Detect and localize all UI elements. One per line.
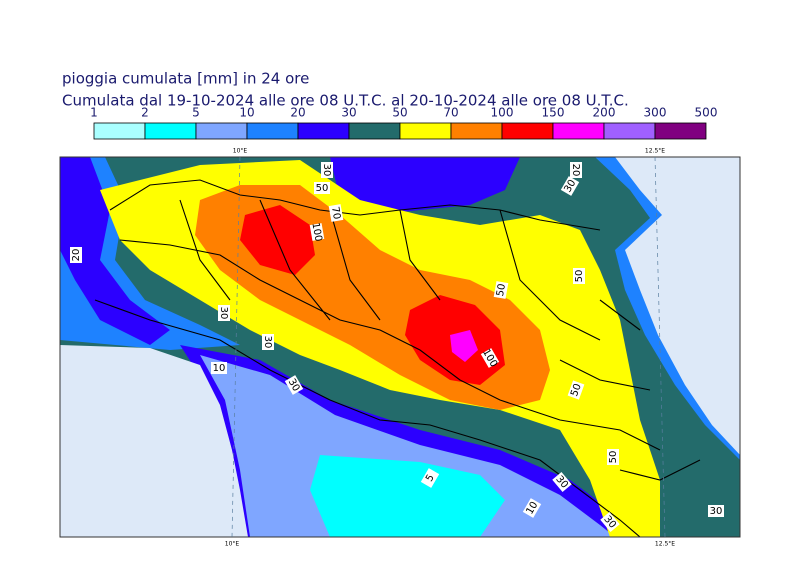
contour-label-text: 30 (321, 164, 332, 177)
colorbar-label: 10 (239, 106, 254, 120)
contour-label-text: 10 (213, 363, 226, 374)
contour-label-text: 50 (495, 283, 508, 297)
area (450, 330, 478, 362)
contour-label-text: 30 (710, 506, 723, 517)
contour-label-text: 50 (574, 270, 585, 283)
colorbar-label: 50 (392, 106, 407, 120)
sea (615, 157, 740, 455)
sea (60, 345, 248, 537)
colorbar-label: 30 (341, 106, 356, 120)
contour-label-bg (607, 449, 619, 465)
contour-label-text: 20 (71, 249, 82, 262)
contour-label-bg (70, 247, 82, 263)
contour-label-bg (284, 375, 304, 395)
lon-label-bottom: 10°E (225, 541, 240, 548)
contour-label-bg (552, 472, 572, 492)
colorbar-label: 200 (593, 106, 616, 120)
colorbar: 1 2 5 10 20 30 50 70 100 150 200 300 500 (90, 106, 717, 140)
contour-label-text: 50 (608, 451, 619, 464)
colorbar-label: 1 (90, 106, 98, 120)
contour-label: 10 (211, 362, 227, 374)
contour-label-bg (211, 362, 227, 374)
colorbar-label: 70 (443, 106, 458, 120)
colorbar-label: 500 (695, 106, 718, 120)
contour-label-bg (522, 498, 542, 518)
contour-label-text: 50 (316, 183, 329, 194)
colorbar-label: 300 (644, 106, 667, 120)
color-segment (297, 122, 350, 140)
contour-label-text: 30 (262, 336, 273, 349)
contour-label-bg (708, 505, 724, 517)
subtitle: Cumulata dal 19-10-2024 alle ore 08 U.T.… (62, 92, 629, 110)
contour-label-bg (218, 305, 230, 321)
lon-label-top: 12.5°E (645, 148, 665, 155)
color-segment (246, 122, 299, 140)
lon-label-bottom: 12.5°E (655, 541, 675, 548)
contour-label-bg (600, 512, 620, 532)
contour-label-bg (480, 348, 500, 368)
colorbar-label: 2 (141, 106, 149, 120)
contour-label-bg (567, 380, 585, 400)
area (60, 157, 170, 345)
colorbar-label: 5 (192, 106, 200, 120)
color-segment (654, 122, 707, 140)
contour-label-bg (321, 162, 333, 178)
contour-label-bg (560, 176, 580, 196)
colorbar-label: 100 (491, 106, 514, 120)
contour-label: 70 (328, 204, 344, 222)
contour-label: 30 (321, 162, 333, 178)
color-segment (348, 122, 401, 140)
contour-label-bg (570, 162, 582, 178)
contour-label-bg (309, 223, 325, 241)
contour-label-bg (493, 281, 509, 299)
color-segment (144, 122, 197, 140)
color-segment (603, 122, 656, 140)
color-segment (450, 122, 503, 140)
contour-label-bg (328, 204, 344, 222)
contour-label: 30 (708, 505, 724, 517)
contour-label-text: 50 (569, 382, 584, 398)
frame (59, 156, 741, 538)
contour-label-text: 30 (218, 307, 229, 320)
contour-label: 30 (218, 305, 230, 321)
contour-label-text: 100 (309, 222, 323, 243)
contour-label: 50 (607, 449, 619, 465)
contour-label-text: 70 (329, 206, 342, 220)
contour-label-bg (573, 268, 585, 284)
color-segment (93, 122, 146, 140)
contour-label-bg (262, 334, 274, 350)
contour-label-bg (314, 182, 330, 194)
contour-label-text: 20 (570, 164, 581, 177)
area (310, 455, 505, 537)
map-field (60, 157, 740, 537)
contour-label: 5 (420, 468, 440, 488)
title: pioggia cumulata [mm] in 24 ore (62, 70, 309, 88)
area (330, 157, 520, 215)
contour-label: 50 (573, 268, 585, 284)
color-segment (552, 122, 605, 140)
contour-label: 50 (493, 281, 509, 299)
contour-label: 100 (309, 222, 325, 243)
area (200, 355, 615, 537)
contour-label: 20 (570, 162, 582, 178)
contour-label: 50 (314, 182, 330, 194)
contour-label: 50 (567, 380, 585, 400)
colorbar-label: 20 (290, 106, 305, 120)
color-segment (501, 122, 554, 140)
color-segment (195, 122, 248, 140)
contour-label: 30 (262, 334, 274, 350)
contour-label: 20 (70, 247, 82, 263)
colorbar-label: 150 (542, 106, 565, 120)
color-segment (399, 122, 452, 140)
contour-label-bg (420, 468, 440, 488)
contour-label-text: 5 (424, 473, 437, 484)
lon-label-top: 10°E (233, 148, 248, 155)
